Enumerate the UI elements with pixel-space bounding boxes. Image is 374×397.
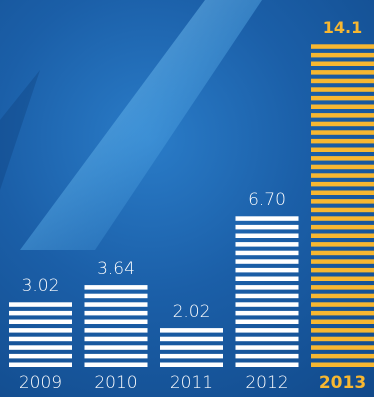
bar-stripe bbox=[311, 319, 374, 324]
bar-stripe bbox=[9, 362, 72, 367]
bar-stripe bbox=[311, 156, 374, 161]
bar-stripe bbox=[311, 293, 374, 299]
bar-stripe bbox=[235, 293, 299, 299]
bar-stripe bbox=[311, 87, 374, 92]
bar-stripe bbox=[235, 319, 299, 324]
bar-stripe bbox=[84, 319, 148, 324]
bar-stripe bbox=[311, 285, 374, 290]
bar-stripe bbox=[311, 147, 374, 152]
bar-stripe bbox=[311, 52, 374, 58]
bar-stripe bbox=[311, 216, 374, 221]
bar-stripe bbox=[84, 310, 148, 316]
bar-stripe bbox=[311, 173, 374, 178]
bar-stripe bbox=[160, 345, 223, 350]
bar-stripe bbox=[235, 345, 299, 350]
bar-2009 bbox=[9, 302, 72, 367]
bar-stripe bbox=[84, 293, 148, 299]
bar-stripe bbox=[235, 285, 299, 290]
value-label-2009: 3.02 bbox=[21, 276, 60, 297]
bar-2010 bbox=[84, 285, 148, 367]
value-label-2012: 6.70 bbox=[248, 190, 286, 211]
bar-stripe bbox=[311, 121, 374, 127]
bar-stripe bbox=[311, 242, 374, 247]
bar-stripe bbox=[84, 302, 148, 307]
bar-stripe bbox=[311, 44, 374, 49]
bar-stripe bbox=[311, 259, 374, 264]
bar-stripe bbox=[84, 353, 148, 359]
bar-stripe bbox=[311, 164, 374, 170]
bar-stripe bbox=[84, 328, 148, 333]
x-tick-label-2013: 2013 bbox=[318, 373, 367, 393]
bar-stripe bbox=[311, 362, 374, 367]
bar-stripe bbox=[311, 104, 374, 109]
value-label-2013: 14.1 bbox=[322, 18, 363, 38]
bar-stripe bbox=[235, 353, 299, 359]
bar-stripe bbox=[160, 328, 223, 333]
bar-stripe bbox=[311, 95, 374, 101]
bar-stripe bbox=[311, 276, 374, 281]
bar-stripe bbox=[311, 328, 374, 333]
bar-stripe bbox=[311, 353, 374, 359]
bar-stripe bbox=[235, 224, 299, 230]
bar-stripe bbox=[311, 233, 374, 238]
bar-stripe bbox=[235, 267, 299, 273]
bar-stripe bbox=[160, 362, 223, 367]
bar-stripe bbox=[235, 242, 299, 247]
bar-2013 bbox=[311, 44, 374, 367]
bar-stripe bbox=[311, 181, 374, 187]
bar-stripe bbox=[235, 336, 299, 342]
bar-stripe bbox=[235, 328, 299, 333]
bar-stripe bbox=[9, 336, 72, 342]
bar-stripe bbox=[9, 345, 72, 350]
bar-stripe bbox=[311, 190, 374, 195]
bar-stripe bbox=[235, 310, 299, 316]
bar-stripe bbox=[235, 362, 299, 367]
x-tick-label-2010: 2010 bbox=[94, 373, 138, 393]
bar-stripe bbox=[311, 345, 374, 350]
bar-stripe bbox=[311, 267, 374, 273]
bar-stripe bbox=[160, 336, 223, 342]
bar-stripe bbox=[160, 353, 223, 359]
x-tick-label-2009: 2009 bbox=[18, 373, 63, 393]
bar-stripe bbox=[311, 138, 374, 144]
bar-stripe bbox=[235, 259, 299, 264]
bar-stripe bbox=[311, 302, 374, 307]
bar-stripe bbox=[235, 276, 299, 281]
bar-stripe bbox=[235, 250, 299, 256]
bar-stripe bbox=[311, 207, 374, 213]
bar-2011 bbox=[160, 328, 223, 367]
bar-stripe bbox=[9, 310, 72, 316]
value-label-2010: 3.64 bbox=[97, 259, 135, 280]
bar-stripe bbox=[311, 250, 374, 256]
bar-stripe bbox=[84, 285, 148, 290]
bar-stripe bbox=[9, 319, 72, 324]
bar-stripe bbox=[235, 302, 299, 307]
x-tick-label-2012: 2012 bbox=[245, 373, 289, 393]
value-label-2011: 2.02 bbox=[172, 302, 211, 323]
bar-stripe bbox=[311, 310, 374, 316]
bar-stripe bbox=[311, 70, 374, 75]
bar-stripe bbox=[311, 224, 374, 230]
bar-stripe bbox=[84, 336, 148, 342]
bar-stripe bbox=[311, 78, 374, 84]
bar-stripe bbox=[84, 362, 148, 367]
bar-2012 bbox=[235, 216, 299, 367]
bar-stripe bbox=[9, 328, 72, 333]
bar-stripe bbox=[311, 336, 374, 342]
bar-stripe bbox=[84, 345, 148, 350]
bar-stripe bbox=[311, 61, 374, 66]
bar-stripe bbox=[311, 199, 374, 204]
bar-stripe bbox=[311, 113, 374, 118]
bar-stripe bbox=[9, 302, 72, 307]
bar-stripe bbox=[311, 130, 374, 135]
bar-stripe bbox=[235, 233, 299, 238]
bar-stripe bbox=[235, 216, 299, 221]
bar-stripe bbox=[9, 353, 72, 359]
x-tick-label-2011: 2011 bbox=[169, 373, 214, 393]
